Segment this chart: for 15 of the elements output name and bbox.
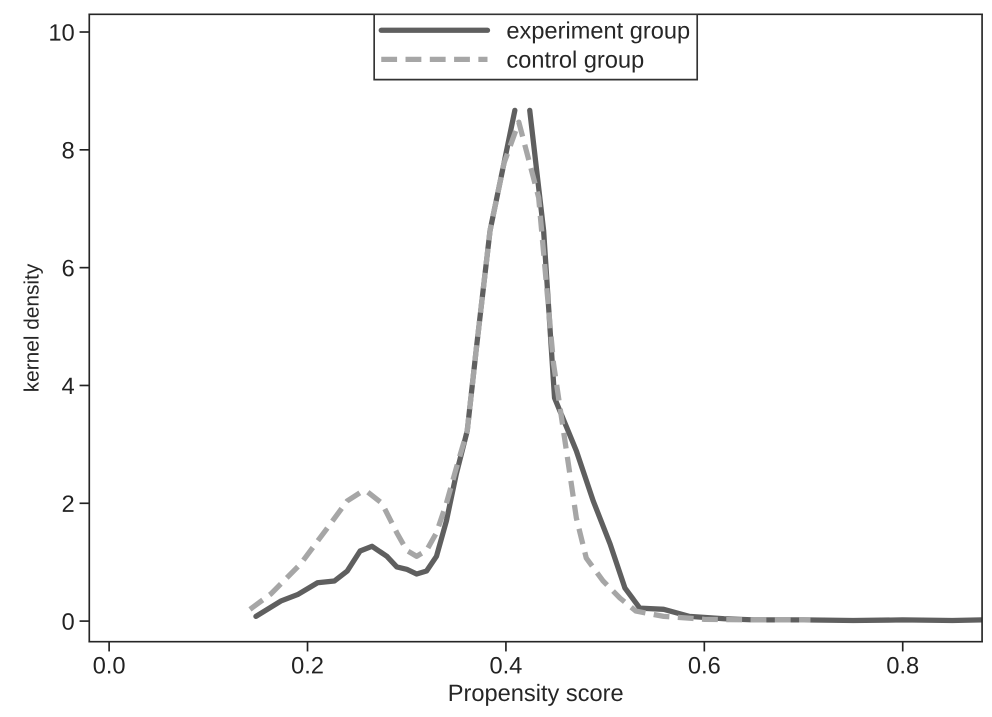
legend-label: control group: [507, 50, 644, 73]
x-tick-label: 0.6: [688, 656, 720, 674]
x-tick-label: 0.0: [94, 656, 125, 674]
x-tick-label: 0.4: [490, 656, 522, 674]
y-tick-label: 8: [62, 142, 74, 159]
y-tick-label: 0: [62, 613, 74, 630]
y-tick-label: 6: [62, 260, 74, 276]
y-tick-label: 4: [62, 378, 74, 394]
legend-label: experiment group: [507, 21, 690, 44]
y-tick-label: 2: [62, 495, 74, 512]
x-tick-label: 0.2: [292, 656, 323, 674]
x-tick-label: 0.8: [887, 656, 918, 674]
y-axis-title: kernel density: [23, 264, 43, 391]
y-tick-label: 10: [50, 24, 74, 41]
x-axis-title: Propensity score: [450, 684, 623, 706]
